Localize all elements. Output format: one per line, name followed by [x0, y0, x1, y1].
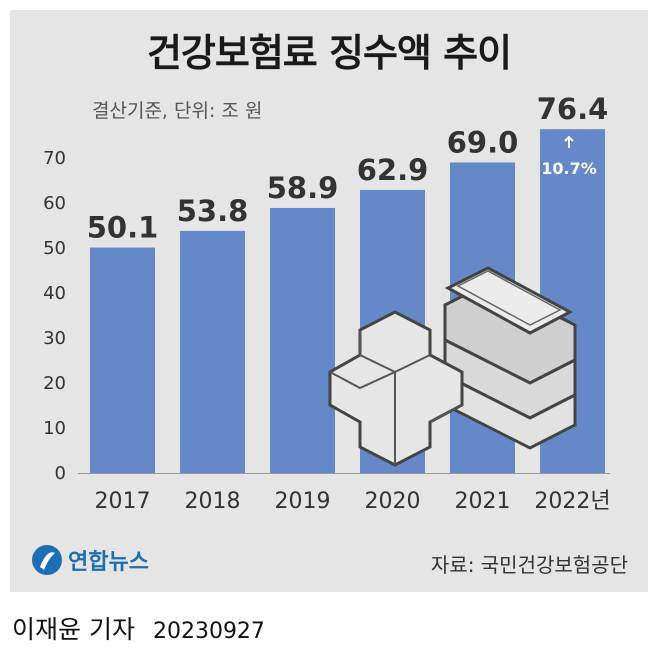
data-source: 자료: 국민건강보험공단: [430, 553, 628, 577]
x-tick-label: 2018: [185, 489, 241, 514]
bar-value-label: 50.1: [87, 211, 159, 245]
x-tick-label: 2021: [455, 489, 511, 514]
health-insurance-money-illustration: [328, 266, 577, 467]
y-tick-label: 0: [55, 463, 66, 484]
bar-value-label: 62.9: [357, 153, 429, 187]
yonhap-logo: 연합뉴스: [30, 540, 149, 580]
bar: [90, 247, 155, 473]
y-tick-label: 70: [43, 148, 66, 169]
bar: [180, 230, 245, 473]
y-tick-label: 10: [43, 418, 66, 439]
bar: [270, 207, 335, 473]
footer: 이재윤 기자 20230927: [12, 610, 265, 646]
x-axis: 2017 2018 2019 2020 2021 2022년: [78, 473, 611, 514]
growth-percent-label: 10.7%: [541, 159, 597, 178]
chart-title: 건강보험료 징수액 추이: [146, 31, 512, 75]
value-labels: 50.1 53.8 58.9 62.9 69.0 76.4: [87, 92, 609, 244]
bar-value-label: 58.9: [267, 171, 339, 205]
x-tick-label: 2019: [275, 489, 331, 514]
y-tick-label: 50: [43, 238, 66, 259]
chart-subtitle: 결산기준, 단위: 조 원: [92, 100, 263, 122]
bar-value-label: 76.4: [537, 92, 609, 126]
yonhap-globe-icon: [32, 545, 62, 575]
x-tick-label: 2022년: [534, 489, 610, 514]
bar-value-label: 69.0: [447, 126, 519, 160]
growth-annotation: 10.7%: [541, 135, 597, 178]
bar-chart: 0 10 20 30 40 50 60 70 50.1 53.8 58.9 62.9 69.0 76.4…: [43, 92, 611, 514]
bar-value-label: 53.8: [177, 194, 249, 228]
x-tick-label: 2017: [95, 489, 151, 514]
y-tick-label: 60: [43, 193, 66, 214]
y-tick-label: 20: [43, 373, 66, 394]
reporter-name: 이재윤 기자: [12, 615, 135, 644]
y-tick-label: 30: [43, 328, 66, 349]
publish-date: 20230927: [152, 619, 265, 644]
y-axis: 0 10 20 30 40 50 60 70: [43, 148, 66, 484]
y-tick-label: 40: [43, 283, 66, 304]
up-arrow-icon: [564, 135, 574, 148]
logo-text: 연합뉴스: [68, 550, 149, 575]
x-tick-label: 2020: [365, 489, 421, 514]
